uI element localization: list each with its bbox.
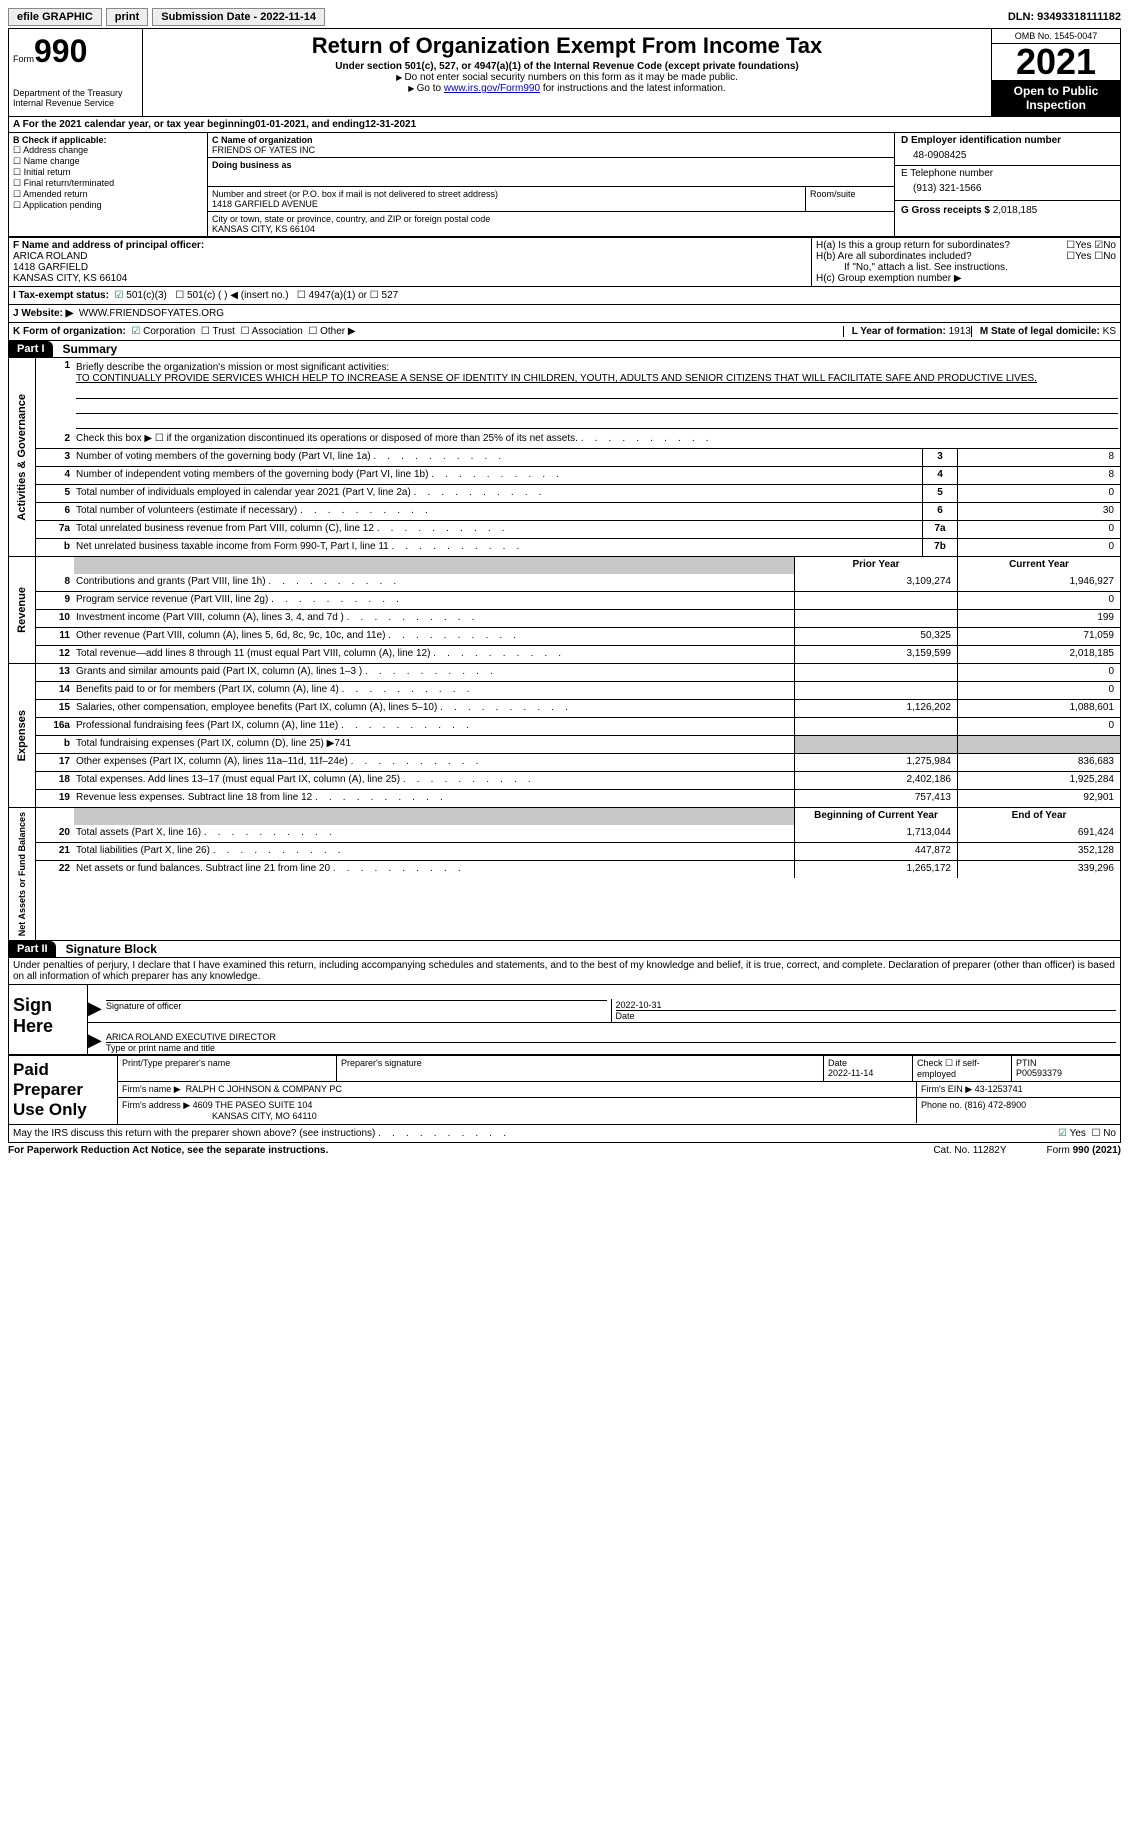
irs-link[interactable]: www.irs.gov/Form990 <box>444 83 540 94</box>
summary-line: 8Contributions and grants (Part VIII, li… <box>36 574 1120 591</box>
chk-501c3[interactable]: 501(c)(3) <box>115 290 167 301</box>
col-b-checkboxes: B Check if applicable: Address change Na… <box>9 133 208 236</box>
sign-here-label: Sign Here <box>9 985 88 1054</box>
part-1-header: Part I Summary <box>9 341 1120 358</box>
org-name: FRIENDS OF YATES INC <box>212 145 315 155</box>
side-expenses: Expenses <box>14 706 30 765</box>
irs-label: Internal Revenue Service <box>13 98 138 108</box>
summary-line: 16aProfessional fundraising fees (Part I… <box>36 717 1120 735</box>
open-inspection: Open to Public Inspection <box>992 80 1120 116</box>
mission-text: TO CONTINUALLY PROVIDE SERVICES WHICH HE… <box>76 373 1037 384</box>
tax-year: 2021 <box>992 44 1120 80</box>
submission-date-button[interactable]: Submission Date - 2022-11-14 <box>152 8 325 26</box>
chk-address-change[interactable]: Address change <box>13 145 203 156</box>
side-activities: Activities & Governance <box>14 390 30 525</box>
chk-amended-return[interactable]: Amended return <box>13 189 203 200</box>
section-f-h: F Name and address of principal officer:… <box>9 237 1120 287</box>
form-title: Return of Organization Exempt From Incom… <box>149 33 985 59</box>
summary-line: 11Other revenue (Part VIII, column (A), … <box>36 627 1120 645</box>
summary-line: 6Total number of volunteers (estimate if… <box>36 502 1120 520</box>
summary-line: 10Investment income (Part VIII, column (… <box>36 609 1120 627</box>
summary-line: 12Total revenue—add lines 8 through 11 (… <box>36 645 1120 663</box>
summary-line: 19Revenue less expenses. Subtract line 1… <box>36 789 1120 807</box>
dln-label: DLN: 93493318111182 <box>1008 11 1121 23</box>
discuss-question: May the IRS discuss this return with the… <box>13 1128 506 1139</box>
summary-line: 20Total assets (Part X, line 16)1,713,04… <box>36 825 1120 842</box>
summary-line: bTotal fundraising expenses (Part IX, co… <box>36 735 1120 753</box>
summary-line: 4Number of independent voting members of… <box>36 466 1120 484</box>
tax-exempt-row: I Tax-exempt status: 501(c)(3) 501(c) ( … <box>9 287 1120 305</box>
efile-button[interactable]: efile GRAPHIC <box>8 8 102 26</box>
ssn-note: Do not enter social security numbers on … <box>149 72 985 83</box>
top-toolbar: efile GRAPHIC print Submission Date - 20… <box>8 8 1121 26</box>
form-container: Form990 Department of the Treasury Inter… <box>8 28 1121 1143</box>
side-netassets: Net Assets or Fund Balances <box>15 808 29 940</box>
form-subtitle: Under section 501(c), 527, or 4947(a)(1)… <box>149 61 985 72</box>
summary-line: 13Grants and similar amounts paid (Part … <box>36 664 1120 681</box>
dept-label: Department of the Treasury <box>13 88 138 98</box>
part-2-header: Part II Signature Block <box>9 941 1120 958</box>
summary-line: 14Benefits paid to or for members (Part … <box>36 681 1120 699</box>
summary-line: 7aTotal unrelated business revenue from … <box>36 520 1120 538</box>
form-number: Form990 <box>13 33 138 70</box>
website-row: J Website: ▶ WWW.FRIENDSOFYATES.ORG <box>9 305 1120 323</box>
gross-receipts: 2,018,185 <box>993 205 1038 216</box>
summary-line: 21Total liabilities (Part X, line 26)447… <box>36 842 1120 860</box>
chk-initial-return[interactable]: Initial return <box>13 167 203 178</box>
side-revenue: Revenue <box>14 583 30 637</box>
summary-line: 5Total number of individuals employed in… <box>36 484 1120 502</box>
penalty-statement: Under penalties of perjury, I declare th… <box>9 958 1120 985</box>
page-footer: For Paperwork Reduction Act Notice, see … <box>8 1143 1121 1158</box>
telephone-value: (913) 321-1566 <box>901 179 1114 198</box>
k-org-row: K Form of organization: Corporation Trus… <box>9 323 1120 341</box>
ein-value: 48-0908425 <box>901 146 1114 165</box>
website-value: WWW.FRIENDSOFYATES.ORG <box>79 308 224 319</box>
city-state-zip: KANSAS CITY, KS 66104 <box>212 224 315 234</box>
website-note: Go to www.irs.gov/Form990 for instructio… <box>149 83 985 94</box>
summary-line: 9Program service revenue (Part VIII, lin… <box>36 591 1120 609</box>
street-address: 1418 GARFIELD AVENUE <box>212 199 318 209</box>
summary-line: 22Net assets or fund balances. Subtract … <box>36 860 1120 878</box>
form-header: Form990 Department of the Treasury Inter… <box>9 29 1120 117</box>
chk-final-return[interactable]: Final return/terminated <box>13 178 203 189</box>
summary-line: 17Other expenses (Part IX, column (A), l… <box>36 753 1120 771</box>
summary-line: 18Total expenses. Add lines 13–17 (must … <box>36 771 1120 789</box>
summary-line: bNet unrelated business taxable income f… <box>36 538 1120 556</box>
chk-name-change[interactable]: Name change <box>13 156 203 167</box>
chk-application-pending[interactable]: Application pending <box>13 200 203 211</box>
summary-line: 15Salaries, other compensation, employee… <box>36 699 1120 717</box>
print-button[interactable]: print <box>106 8 148 26</box>
summary-line: 2Check this box ▶ ☐ if the organization … <box>36 431 1120 448</box>
paid-preparer-label: Paid Preparer Use Only <box>9 1056 117 1124</box>
summary-line: 3Number of voting members of the governi… <box>36 448 1120 466</box>
line-a-period: A For the 2021 calendar year, or tax yea… <box>9 117 1120 133</box>
